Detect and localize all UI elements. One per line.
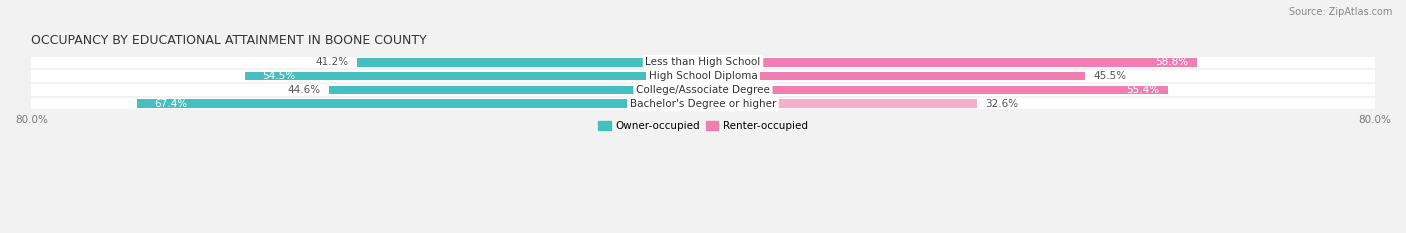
Bar <box>703 86 1168 94</box>
Text: 32.6%: 32.6% <box>986 99 1018 109</box>
Bar <box>31 84 1375 96</box>
Bar <box>703 99 977 108</box>
Text: 45.5%: 45.5% <box>1094 71 1126 81</box>
Bar <box>246 72 703 80</box>
Bar <box>31 98 1375 109</box>
Legend: Owner-occupied, Renter-occupied: Owner-occupied, Renter-occupied <box>595 117 811 135</box>
Bar <box>31 57 1375 68</box>
Text: 55.4%: 55.4% <box>1126 85 1160 95</box>
Bar <box>703 58 1197 67</box>
Bar <box>357 58 703 67</box>
Text: OCCUPANCY BY EDUCATIONAL ATTAINMENT IN BOONE COUNTY: OCCUPANCY BY EDUCATIONAL ATTAINMENT IN B… <box>31 34 427 47</box>
Text: 54.5%: 54.5% <box>263 71 295 81</box>
Text: Source: ZipAtlas.com: Source: ZipAtlas.com <box>1288 7 1392 17</box>
Bar <box>329 86 703 94</box>
Bar <box>138 99 703 108</box>
Bar <box>703 72 1085 80</box>
Text: Less than High School: Less than High School <box>645 57 761 67</box>
Text: Bachelor's Degree or higher: Bachelor's Degree or higher <box>630 99 776 109</box>
Text: High School Diploma: High School Diploma <box>648 71 758 81</box>
Text: 58.8%: 58.8% <box>1156 57 1188 67</box>
Text: 67.4%: 67.4% <box>155 99 187 109</box>
Text: 44.6%: 44.6% <box>287 85 321 95</box>
Text: College/Associate Degree: College/Associate Degree <box>636 85 770 95</box>
Text: 41.2%: 41.2% <box>315 57 349 67</box>
Bar <box>31 70 1375 82</box>
